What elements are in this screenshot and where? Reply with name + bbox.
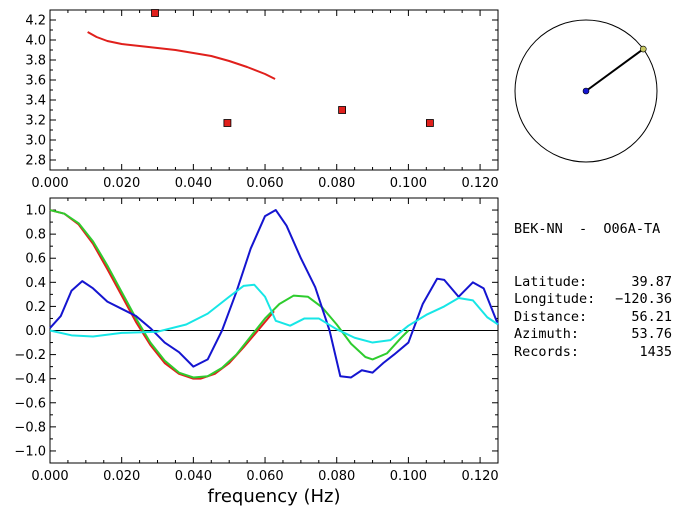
series-line-1	[49, 209, 410, 379]
series-line-0	[87, 31, 276, 80]
x-tick-label: 0.100	[390, 176, 427, 191]
azimuth-line	[585, 48, 644, 92]
y-tick-label: 0.6	[25, 252, 46, 267]
x-tick-label: 0.080	[318, 176, 355, 191]
series-line-0	[49, 209, 275, 380]
dispersion-point	[338, 106, 346, 114]
top-axes: 0.000 0.020 0.040 0.060 0.080 0.100 0.120 2.8 3.…	[25, 10, 499, 191]
info-label: Azimuth:	[514, 326, 580, 342]
y-tick-label: 3.0	[25, 134, 46, 149]
series-line-2	[49, 209, 499, 379]
y-tick-label: 0.0	[25, 324, 46, 339]
info-label: Distance:	[514, 308, 588, 325]
info-label: Longitude:	[514, 291, 596, 307]
bottom-axes: 0.000 0.020 0.040 0.060 0.080 0.100 0.120 1.0 0.…	[14, 198, 499, 484]
coherency-panel: 0.000 0.020 0.040 0.060 0.080 0.100 0.120 1.0 0.…	[14, 197, 499, 507]
x-axis-label: frequency (Hz)	[207, 486, 340, 507]
x-tick-label: 0.120	[461, 176, 498, 191]
y-tick-label: 4.2	[25, 14, 46, 29]
dispersion-point	[426, 119, 434, 127]
station-info-lines: Latitude: 39.87 Longitude: −120.36 Distance:…	[514, 274, 672, 362]
x-tick-label: 0.060	[246, 176, 283, 191]
y-tick-label: 0.4	[25, 276, 46, 291]
y-tick-label: −0.2	[14, 348, 46, 363]
azimuth-compass	[514, 19, 658, 163]
y-tick-label: 3.8	[25, 54, 46, 69]
x-tick-label: 0.080	[318, 469, 355, 484]
station-info: BEK-NN - O06A-TA Latitude: 39.87 Longitude…	[514, 186, 672, 379]
compass-circle	[514, 19, 658, 163]
x-tick-label: 0.060	[246, 469, 283, 484]
top-series	[87, 9, 434, 127]
info-row: Longitude: −120.36	[514, 291, 672, 309]
info-row: Records: 1435	[514, 344, 672, 362]
x-tick-label: 0.040	[175, 176, 212, 191]
info-row: Distance: 56.21	[514, 309, 672, 327]
x-tick-label: 0.020	[103, 176, 140, 191]
y-tick-label: −0.4	[14, 372, 46, 387]
dispersion-point	[151, 9, 159, 17]
info-row: Latitude: 39.87	[514, 274, 672, 292]
y-tick-label: 4.0	[25, 34, 46, 49]
y-tick-label: 1.0	[25, 204, 46, 219]
x-tick-label: 0.000	[31, 469, 68, 484]
station-dot	[582, 87, 590, 95]
y-tick-label: −0.8	[14, 420, 46, 435]
x-tick-label: 0.000	[31, 176, 68, 191]
info-value: 1435	[639, 343, 672, 360]
info-label: Records:	[514, 343, 580, 360]
info-label: Latitude:	[514, 273, 588, 290]
x-tick-label: 0.100	[390, 469, 427, 484]
y-tick-label: 3.6	[25, 74, 46, 89]
x-tick-label: 0.120	[461, 469, 498, 484]
y-tick-label: −1.0	[14, 444, 46, 459]
y-tick-label: 2.8	[25, 154, 46, 169]
top-plot-frame	[49, 9, 499, 171]
y-tick-label: 3.2	[25, 114, 46, 129]
y-tick-label: −0.6	[14, 396, 46, 411]
info-value: 53.76	[631, 326, 672, 342]
x-tick-label: 0.040	[175, 469, 212, 484]
azimuth-end-dot	[639, 45, 647, 53]
dispersion-panel: 0.000 0.020 0.040 0.060 0.080 0.100 0.120 2.8 3.…	[25, 9, 499, 191]
y-tick-label: 0.8	[25, 228, 46, 243]
dispersion-point	[223, 119, 232, 127]
station-pair: BEK-NN - O06A-TA	[514, 221, 661, 237]
info-row: Azimuth: 53.76	[514, 326, 672, 344]
info-value: −120.36	[615, 291, 672, 307]
info-value: 39.87	[631, 273, 672, 290]
series-line-3	[49, 283, 499, 344]
info-value: 56.21	[631, 308, 672, 325]
bottom-series	[49, 209, 499, 380]
y-tick-label: 3.4	[25, 94, 46, 109]
y-tick-label: 0.2	[25, 300, 46, 315]
x-tick-label: 0.020	[103, 469, 140, 484]
